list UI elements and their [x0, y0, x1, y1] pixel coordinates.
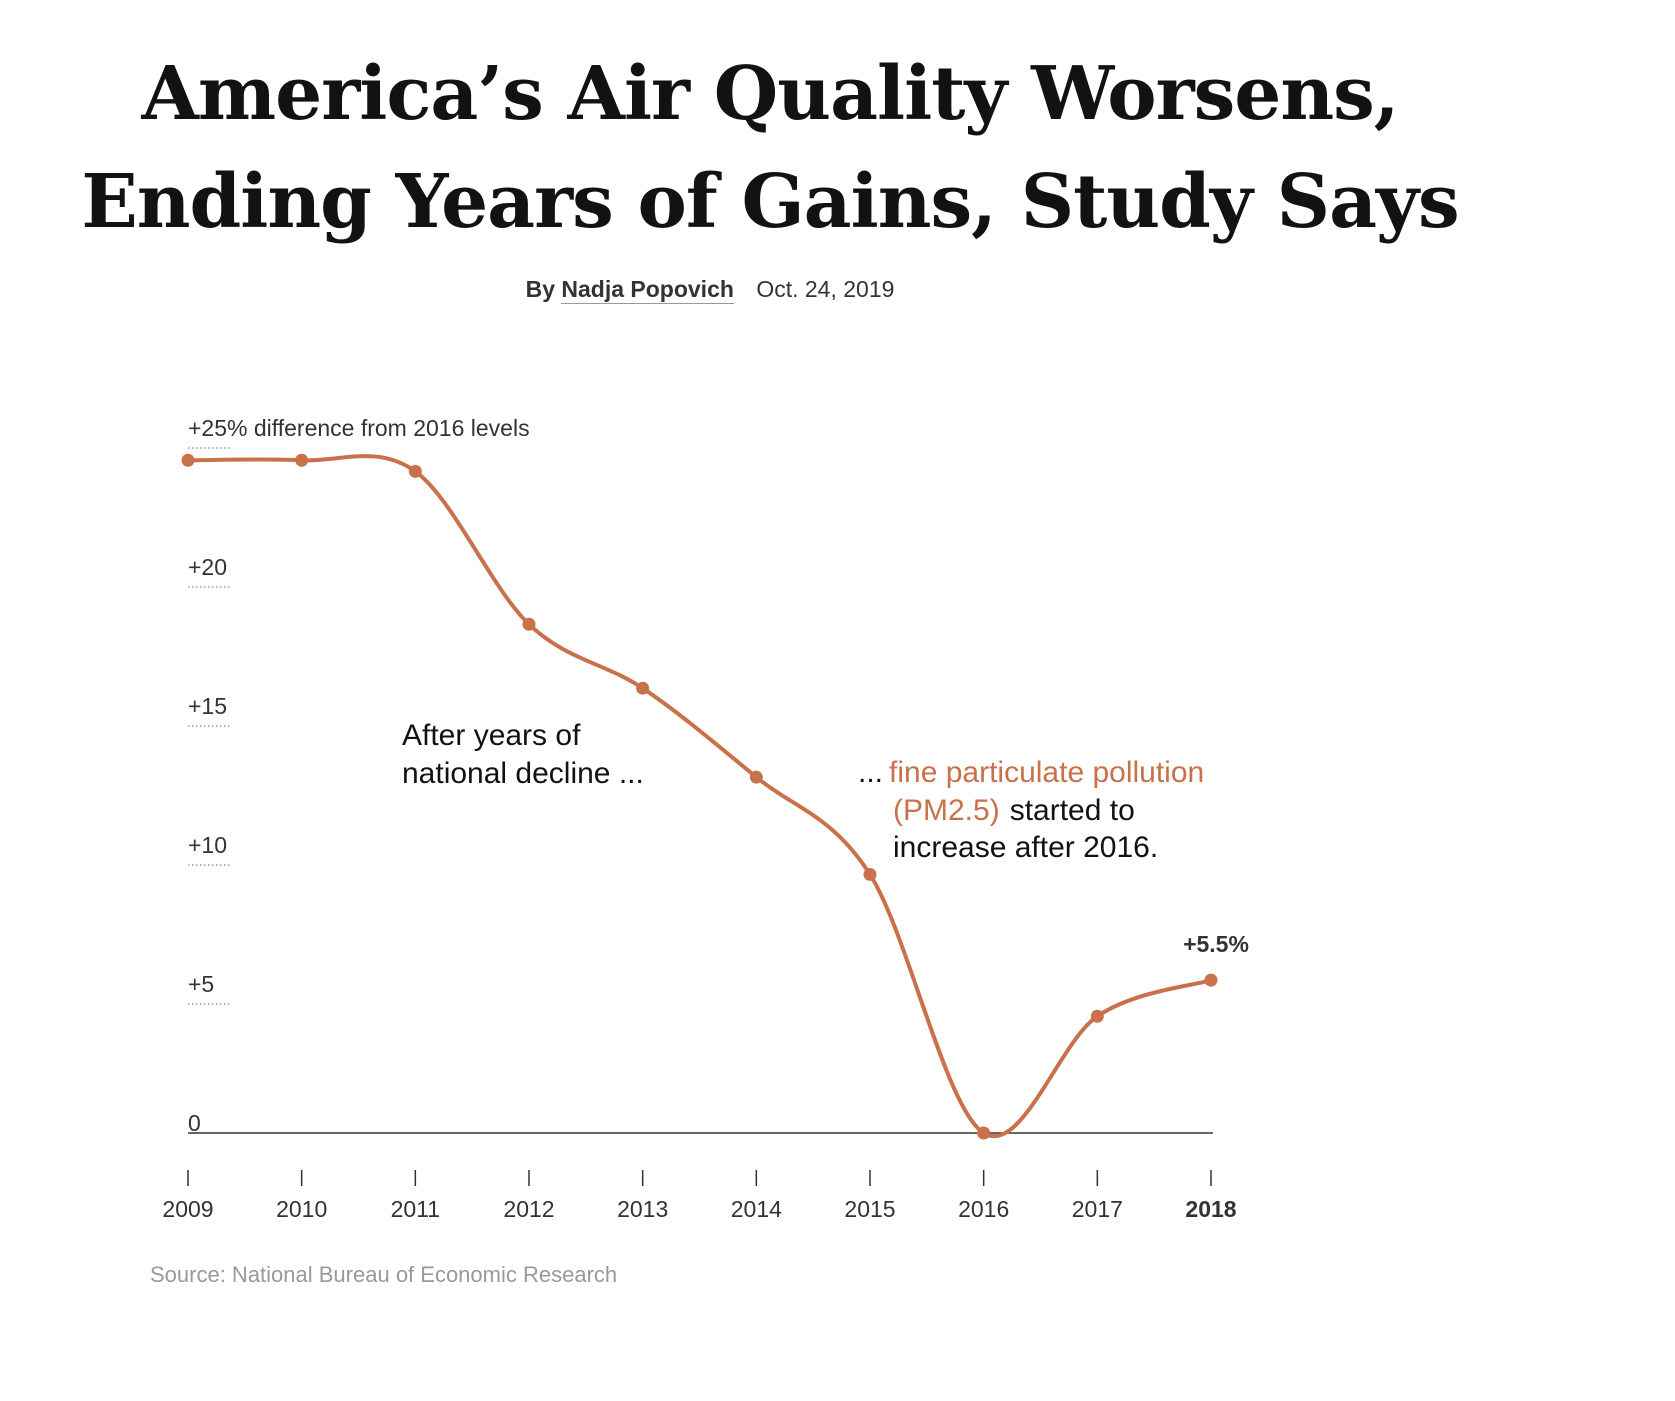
x-axis: 2009 2010 2011 2012 2013 2014 2015 2016 2017 2018 [162, 1170, 1237, 1222]
data-point [295, 453, 309, 467]
y-tick-label: +15 [188, 693, 227, 719]
annotation-right-highlight-1: fine particulate pollution [889, 756, 1204, 789]
headline: America’s Air Quality Worsens, Ending Ye… [0, 40, 1540, 256]
x-tick-label: 2017 [1072, 1196, 1123, 1222]
data-points [181, 453, 1218, 1140]
annotation-left-line-2: national decline ... [402, 757, 644, 790]
x-tick-label: 2009 [162, 1196, 213, 1222]
headline-line-2: Ending Years of Gains, Study Says [81, 159, 1459, 245]
x-tick-label: 2013 [617, 1196, 668, 1222]
x-tick-label: 2012 [503, 1196, 554, 1222]
annotation-right-line-2-rest: started to [1010, 794, 1135, 827]
y-tick-label: +20 [188, 554, 227, 580]
data-point [863, 867, 877, 881]
data-point [1204, 973, 1218, 987]
series-line [187, 454, 1212, 1138]
author-link[interactable]: Nadja Popovich [561, 276, 734, 304]
data-point [977, 1126, 991, 1140]
y-tick-label: +10 [188, 832, 227, 858]
x-tick-label: 2018 [1185, 1196, 1236, 1222]
y-tick-label: +25% difference from 2016 levels [188, 415, 530, 441]
publish-date: Oct. 24, 2019 [756, 276, 895, 302]
x-tick-label: 2014 [731, 1196, 782, 1222]
y-tick-label: 0 [188, 1110, 201, 1136]
headline-line-1: America’s Air Quality Worsens, [141, 51, 1399, 137]
x-tick-label: 2011 [391, 1196, 440, 1222]
data-point [1090, 1009, 1104, 1023]
data-point [181, 453, 195, 467]
annotation-right-highlight-2: (PM2.5) [893, 794, 1000, 827]
x-tick-label: 2010 [276, 1196, 327, 1222]
y-axis: +25% difference from 2016 levels +20 +15 +1… [188, 415, 1213, 1136]
annotation-right-prefix: ... [858, 756, 883, 789]
y-tick-label: +5 [188, 971, 214, 997]
annotation-right-line-3: increase after 2016. [893, 831, 1158, 864]
byline-prefix: By [525, 276, 555, 302]
data-point [749, 770, 763, 784]
data-point [522, 617, 536, 631]
x-tick-label: 2015 [844, 1196, 895, 1222]
annotation-right-line-1: ... fine particulate pollution [858, 756, 1204, 789]
annotation-left-line-1: After years of [402, 719, 581, 752]
data-point [636, 681, 650, 695]
end-value-label: +5.5% [1183, 931, 1249, 957]
data-point [408, 464, 422, 478]
annotation-right-line-2: (PM2.5) started to [893, 794, 1135, 827]
source-note: Source: National Bureau of Economic Rese… [150, 1262, 618, 1287]
byline: By Nadja Popovich Oct. 24, 2019 [0, 276, 1420, 304]
x-tick-label: 2016 [958, 1196, 1009, 1222]
